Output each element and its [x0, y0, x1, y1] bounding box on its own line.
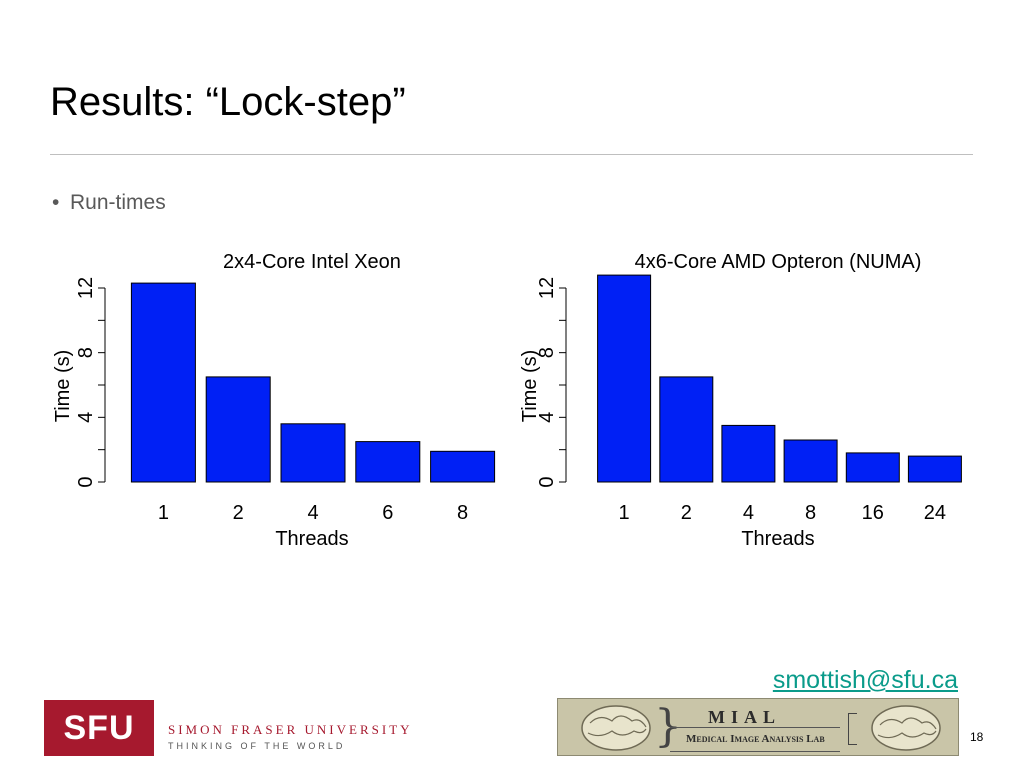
chart-title: 2x4-Core Intel Xeon — [223, 251, 401, 273]
x-axis-label: Threads — [275, 528, 348, 550]
x-tick-label: 8 — [457, 502, 468, 524]
x-tick-label: 8 — [805, 502, 816, 524]
x-tick-label: 24 — [924, 502, 946, 524]
sfu-logo-box: SFU — [44, 700, 154, 756]
brain-left-icon — [581, 705, 651, 751]
y-tick-label: 12 — [536, 277, 558, 299]
sfu-logo: SFU SIMON FRASER UNIVERSITY THINKING OF … — [44, 700, 410, 758]
bullet-text: Run-times — [70, 191, 166, 214]
mial-logo: } MIAL Medical Image Analysis Lab — [557, 698, 959, 756]
chart-title: 4x6-Core AMD Opteron (NUMA) — [635, 251, 922, 273]
bar-24 — [907, 455, 962, 483]
chart-amd-opteron: 4x6-Core AMD Opteron (NUMA) Time (s) Thr… — [519, 251, 962, 550]
bar-6 — [355, 441, 421, 483]
email-link[interactable]: smottish@sfu.ca — [772, 666, 958, 694]
bullet-dot-icon: • — [52, 191, 60, 214]
bar-16 — [845, 452, 900, 483]
x-tick-label: 4 — [743, 502, 754, 524]
y-tick-label: 8 — [75, 347, 97, 358]
title-divider — [50, 154, 973, 155]
mial-divider-bottom — [670, 751, 840, 752]
bar-4 — [280, 423, 346, 483]
bar-1 — [130, 282, 196, 483]
slide-title: Results: “Lock-step” — [50, 80, 406, 124]
mial-full-name: Medical Image Analysis Lab — [686, 733, 825, 745]
bullet-item: • Run-times — [52, 191, 166, 215]
y-axis-label: Time (s) — [52, 350, 74, 423]
y-tick-label: 12 — [75, 277, 97, 299]
bar-2 — [205, 376, 271, 483]
chart-intel-xeon: 2x4-Core Intel Xeon Time (s) Threads 0 4 8… — [52, 251, 496, 550]
mial-divider-top — [670, 727, 840, 728]
bar-4 — [721, 424, 776, 483]
x-tick-label: 1 — [619, 502, 630, 524]
y-tick-label: 4 — [75, 412, 97, 423]
bar-1 — [597, 274, 652, 483]
page-number: 18 — [970, 730, 984, 744]
mial-abbreviation: MIAL — [708, 707, 781, 727]
y-tick-label: 4 — [536, 412, 558, 423]
y-axis-label: Time (s) — [519, 350, 541, 423]
x-tick-label: 4 — [307, 502, 318, 524]
x-tick-label: 2 — [233, 502, 244, 524]
bar-8 — [430, 450, 496, 483]
sfu-name: SIMON FRASER UNIVERSITY — [168, 722, 413, 737]
x-tick-label: 6 — [382, 502, 393, 524]
y-tick-label: 8 — [536, 347, 558, 358]
bar-2 — [659, 376, 714, 483]
sfu-tagline: THINKING OF THE WORLD — [168, 741, 346, 751]
x-tick-label: 2 — [681, 502, 692, 524]
y-tick-label: 0 — [75, 476, 97, 487]
x-tick-label: 1 — [158, 502, 169, 524]
x-tick-label: 16 — [862, 502, 884, 524]
brain-right-icon — [871, 705, 941, 751]
bracket-icon — [848, 713, 857, 745]
bar-8 — [783, 439, 838, 483]
y-tick-label: 0 — [536, 476, 558, 487]
x-axis-label: Threads — [741, 528, 814, 550]
brace-icon: } — [654, 701, 682, 752]
